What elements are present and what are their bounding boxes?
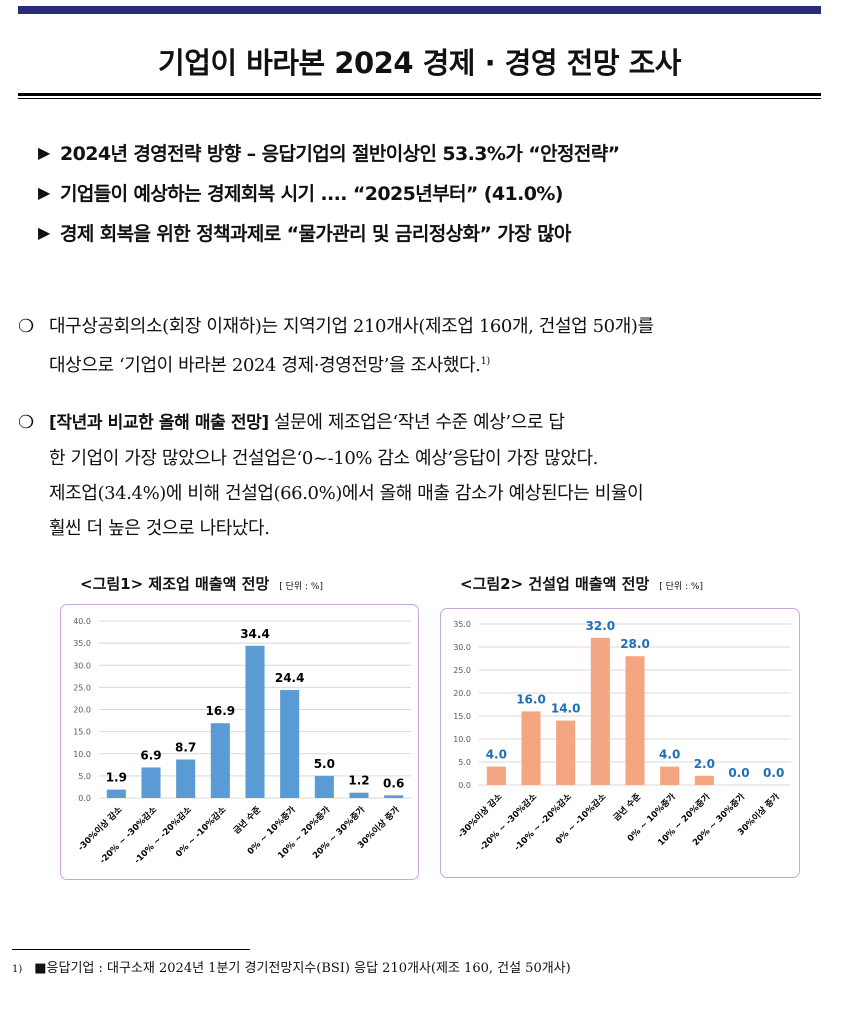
- chart2-y-tick-label: 35.0: [453, 620, 471, 629]
- chart2-bar: [694, 775, 714, 785]
- chart2-y-tick-label: 15.0: [453, 712, 471, 721]
- chart2-box: 0.0 5.0 10.0 15.0 20.0 25.0 30.0 35.0 4.0 -30%이상 …: [440, 608, 800, 878]
- chart1-y-tick-label: 40.0: [73, 617, 91, 626]
- paragraph-line: [작년과 비교한 올해 매출 전망] 설문에 제조업은‘작년 수준 예상’으로 …: [49, 412, 565, 433]
- chart2-data-label: 14.0: [551, 702, 581, 716]
- chart2-y-tick-label: 20.0: [453, 689, 471, 698]
- chart2-y-tick-label: 10.0: [453, 735, 471, 744]
- highlights-list: ▶ 2024년 경영전략 방향 – 응답기업의 절반이상인 53.3%가 “안정…: [38, 132, 828, 252]
- chart1-bar: [245, 645, 265, 798]
- paragraph-line: 대구상공회의소(회장 이재하)는 지역기업 210개사(제조업 160개, 건설…: [49, 316, 654, 337]
- chart2-unit: [ 단위 : %]: [659, 582, 703, 592]
- chart1-category-label: -10% ~ -20%감소: [132, 804, 194, 866]
- highlight-text: 기업들이 예상하는 경제회복 시기 .... “2025년부터” (41.0%): [60, 182, 563, 205]
- footnote-ref: 1): [480, 356, 490, 367]
- title-rule-thick: [18, 93, 821, 96]
- highlight-item: ▶ 경제 회복을 위한 정책과제로 “물가관리 및 금리정상화” 가장 많아: [38, 212, 828, 252]
- chart2-bar: [521, 711, 541, 785]
- chart1-data-label: 8.7: [175, 741, 196, 755]
- chart1-data-label: 1.9: [106, 771, 127, 785]
- chart1-y-tick-label: 0.0: [78, 794, 91, 803]
- chart2-title-row: <그림2> 건설업 매출액 전망 [ 단위 : %]: [460, 573, 703, 594]
- chart2-data-label: 32.0: [586, 619, 616, 633]
- highlight-item: ▶ 기업들이 예상하는 경제회복 시기 .... “2025년부터” (41.0…: [38, 172, 828, 212]
- chart1-bar: [314, 775, 334, 798]
- chart2-bar: [486, 766, 506, 785]
- chart2-data-label: 28.0: [620, 637, 650, 651]
- paragraph-sales-outlook: ❍ [작년과 비교한 올해 매출 전망] 설문에 제조업은‘작년 수준 예상’으…: [18, 405, 830, 546]
- chart1-category-label: 금년 수준: [231, 804, 263, 836]
- chart1-y-tick-label: 25.0: [73, 683, 91, 692]
- triangle-bullet-icon: ▶: [38, 222, 50, 242]
- circle-bullet-icon: ❍: [18, 412, 34, 433]
- chart1-data-label: 34.4: [240, 627, 270, 641]
- chart1-y-tick-label: 20.0: [73, 706, 91, 715]
- chart1-data-label: 24.4: [275, 671, 305, 685]
- chart1-y-tick-label: 15.0: [73, 728, 91, 737]
- chart1-data-label: 0.6: [383, 776, 404, 790]
- chart2-data-label: 0.0: [728, 766, 749, 780]
- chart1-category-label: -20% ~ -30%감소: [97, 804, 159, 866]
- chart1-y-tick-label: 10.0: [73, 750, 91, 759]
- chart1-bar: [349, 792, 369, 798]
- chart1-data-label: 1.2: [348, 774, 369, 788]
- chart1-title: <그림1> 제조업 매출액 전망: [80, 575, 270, 593]
- chart2-title: <그림2> 건설업 매출액 전망: [460, 575, 650, 593]
- chart1-box: 0.0 5.0 10.0 15.0 20.0 25.0 30.0 35.0 40.0 1.9 -30…: [60, 604, 419, 880]
- chart2-data-label: 4.0: [486, 748, 507, 762]
- page-title: 기업이 바라본 2024 경제 · 경영 전망 조사: [158, 46, 681, 80]
- footnote: 1) ■응답기업 : 대구소재 2024년 1분기 경기전망지수(BSI) 응답 …: [12, 957, 571, 976]
- chart1-y-tick-label: 35.0: [73, 639, 91, 648]
- paragraph-survey-intro: ❍ 대구상공회의소(회장 이재하)는 지역기업 210개사(제조업 160개, …: [18, 309, 830, 383]
- circle-bullet-icon: ❍: [18, 316, 34, 337]
- paragraph-line: 한 기업이 가장 많았으나 건설업은‘0~-10% 감소 예상’응답이 가장 많…: [49, 448, 598, 469]
- chart2-bar: [590, 637, 610, 785]
- chart1-data-label: 5.0: [314, 757, 335, 771]
- chart1-bar: [141, 767, 161, 798]
- chart2-category-label: -20% ~ -30%감소: [477, 791, 539, 853]
- highlight-item: ▶ 2024년 경영전략 방향 – 응답기업의 절반이상인 53.3%가 “안정…: [38, 132, 828, 172]
- chart1-data-label: 16.9: [206, 704, 236, 718]
- paragraph-line: 대상으로 ‘기업이 바라본 2024 경제·경영전망’을 조사했다.1): [49, 355, 490, 376]
- chart1-data-label: 6.9: [140, 748, 161, 762]
- chart2-y-tick-label: 30.0: [453, 643, 471, 652]
- chart2-svg: 0.05.010.015.020.025.030.035.04.0-30%이상 …: [453, 619, 791, 853]
- triangle-bullet-icon: ▶: [38, 142, 50, 162]
- footnote-rule: [12, 949, 250, 950]
- chart2-y-tick-label: 0.0: [458, 781, 471, 790]
- chart2-bar: [625, 656, 645, 785]
- chart2-category-label: 금년 수준: [611, 791, 643, 823]
- highlight-text: 2024년 경영전략 방향 – 응답기업의 절반이상인 53.3%가 “안정전략…: [60, 142, 620, 165]
- footnote-text: ■응답기업 : 대구소재 2024년 1분기 경기전망지수(BSI) 응답 21…: [34, 961, 571, 976]
- chart1-bar: [280, 690, 300, 798]
- chart2-data-label: 4.0: [659, 748, 680, 762]
- chart1-y-tick-label: 30.0: [73, 661, 91, 670]
- chart2-data-label: 0.0: [763, 766, 784, 780]
- chart2-y-tick-label: 5.0: [458, 758, 471, 767]
- footnote-number: 1): [12, 964, 23, 975]
- chart1-bar: [210, 723, 230, 798]
- chart1-bar: [106, 789, 126, 798]
- chart1-y-tick-label: 5.0: [78, 772, 91, 781]
- chart2-bar: [556, 720, 576, 785]
- chart1-svg: 0.05.010.015.020.025.030.035.040.01.9-30…: [73, 617, 411, 866]
- chart2-data-label: 2.0: [694, 757, 715, 771]
- paragraph-line: 훨씬 더 높은 것으로 나타났다.: [49, 518, 270, 539]
- top-accent-bar: [18, 6, 821, 14]
- chart1-title-row: <그림1> 제조업 매출액 전망 [ 단위 : %]: [80, 573, 323, 594]
- chart2-y-tick-label: 25.0: [453, 666, 471, 675]
- chart2-data-label: 16.0: [516, 692, 546, 706]
- chart1-bar: [384, 795, 404, 798]
- paragraph-heading: [작년과 비교한 올해 매출 전망]: [49, 413, 269, 433]
- highlight-text: 경제 회복을 위한 정책과제로 “물가관리 및 금리정상화” 가장 많아: [60, 222, 571, 245]
- chart1-bar: [176, 759, 196, 798]
- chart2-category-label: -10% ~ -20%감소: [512, 791, 574, 853]
- chart1-unit: [ 단위 : %]: [279, 582, 323, 592]
- triangle-bullet-icon: ▶: [38, 182, 50, 202]
- paragraph-line: 제조업(34.4%)에 비해 건설업(66.0%)에서 올해 매출 감소가 예상…: [49, 483, 644, 504]
- chart2-bar: [660, 766, 680, 785]
- title-rule-thin: [18, 98, 821, 99]
